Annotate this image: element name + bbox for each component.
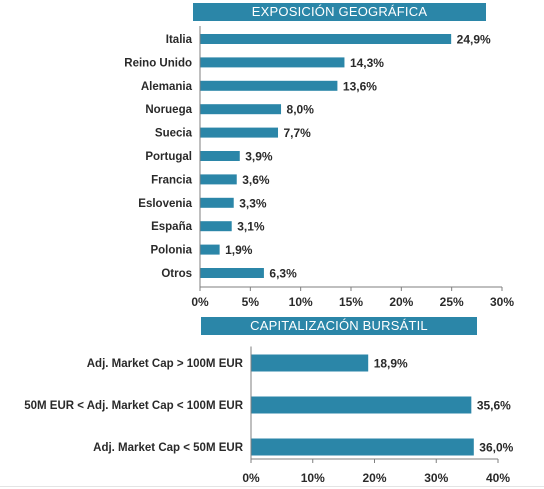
bar-geo-4 bbox=[200, 127, 279, 138]
category-label-geo-6: Francia bbox=[151, 174, 193, 186]
value-label-geo-5: 3,9% bbox=[245, 150, 273, 164]
category-label-geo-1: Reino Unido bbox=[124, 57, 192, 69]
category-label-geo-0: Italia bbox=[166, 34, 193, 46]
value-label-cap-2: 36,0% bbox=[479, 441, 513, 455]
x-tick-label-cap-3: 30% bbox=[424, 471, 448, 485]
bar-geo-3 bbox=[200, 104, 282, 115]
bar-cap-2 bbox=[251, 438, 474, 456]
x-tick-label-cap-1: 10% bbox=[301, 471, 325, 485]
category-label-cap-0: Adj. Market Cap > 100M EUR bbox=[87, 358, 244, 370]
x-tick-label-geo-3: 15% bbox=[339, 295, 363, 309]
value-label-geo-6: 3,6% bbox=[242, 173, 270, 187]
value-label-cap-0: 18,9% bbox=[374, 357, 408, 371]
bar-geo-9 bbox=[200, 244, 220, 255]
category-label-geo-3: Noruega bbox=[145, 104, 192, 116]
category-label-geo-9: Polonia bbox=[150, 245, 192, 257]
bar-geo-6 bbox=[200, 174, 237, 185]
bar-geo-5 bbox=[200, 151, 240, 161]
value-label-geo-4: 7,7% bbox=[284, 126, 312, 140]
category-label-geo-4: Suecia bbox=[155, 128, 193, 140]
x-tick-label-geo-0: 0% bbox=[191, 295, 209, 309]
bar-geo-8 bbox=[200, 221, 232, 232]
category-label-geo-5: Portugal bbox=[145, 151, 192, 163]
bar-geo-0 bbox=[200, 34, 452, 44]
value-label-geo-3: 8,0% bbox=[287, 103, 315, 117]
x-tick-label-cap-4: 40% bbox=[486, 471, 510, 485]
category-label-geo-2: Alemania bbox=[141, 81, 193, 93]
value-label-geo-1: 14,3% bbox=[350, 56, 384, 70]
chart-title-exposicion-geografica: EXPOSICIÓN GEOGRÁFICA bbox=[193, 3, 486, 21]
value-label-geo-8: 3,1% bbox=[237, 220, 265, 234]
chart-title-capitalizacion-bursatil: CAPITALIZACIÓN BURSÁTIL bbox=[201, 317, 477, 335]
category-label-geo-8: España bbox=[151, 221, 193, 233]
x-tick-label-geo-5: 25% bbox=[440, 295, 464, 309]
x-tick-label-cap-0: 0% bbox=[242, 471, 260, 485]
x-tick-label-cap-2: 20% bbox=[362, 471, 386, 485]
value-label-geo-7: 3,3% bbox=[239, 196, 267, 210]
category-label-cap-1: 50M EUR < Adj. Market Cap < 100M EUR bbox=[24, 400, 243, 412]
value-label-geo-2: 13,6% bbox=[343, 79, 377, 93]
x-tick-label-geo-6: 30% bbox=[490, 295, 514, 309]
x-tick-label-geo-1: 5% bbox=[242, 295, 260, 309]
value-label-cap-1: 35,6% bbox=[477, 399, 511, 413]
category-label-geo-10: Otros bbox=[161, 268, 192, 280]
category-label-cap-2: Adj. Market Cap < 50M EUR bbox=[93, 442, 244, 454]
category-label-geo-7: Eslovenia bbox=[138, 198, 192, 210]
value-label-geo-0: 24,9% bbox=[457, 33, 491, 47]
value-label-geo-9: 1,9% bbox=[225, 243, 253, 257]
bar-cap-0 bbox=[251, 354, 369, 372]
x-tick-label-geo-4: 20% bbox=[389, 295, 413, 309]
bar-geo-1 bbox=[200, 57, 345, 68]
bar-geo-7 bbox=[200, 197, 234, 208]
bar-geo-2 bbox=[200, 80, 338, 91]
x-tick-label-geo-2: 10% bbox=[289, 295, 313, 309]
bar-geo-10 bbox=[200, 268, 264, 278]
bar-cap-1 bbox=[251, 396, 472, 414]
value-label-geo-10: 6,3% bbox=[269, 267, 297, 281]
page-divider bbox=[0, 486, 544, 487]
